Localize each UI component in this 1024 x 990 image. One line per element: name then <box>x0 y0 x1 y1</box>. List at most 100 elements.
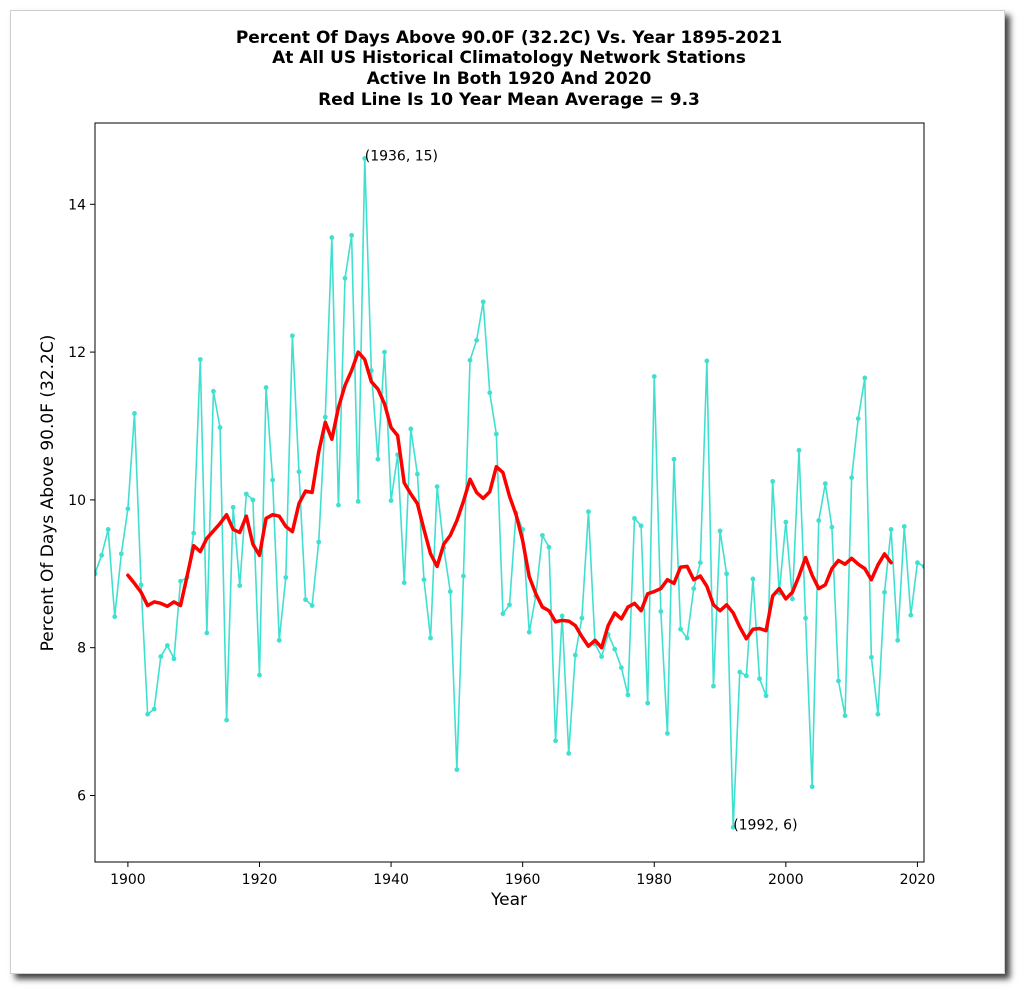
data-point <box>665 731 670 736</box>
data-point <box>151 706 157 712</box>
data-point <box>316 539 322 545</box>
data-point <box>915 560 920 566</box>
data-point <box>724 571 730 577</box>
x-tick-label: 1920 <box>242 872 278 888</box>
data-point <box>882 589 887 595</box>
data-point <box>382 349 387 355</box>
data-point <box>651 374 657 379</box>
title-line-4: Red Line Is 10 Year Mean Average = 9.3 <box>318 90 700 110</box>
data-point <box>95 571 98 577</box>
data-point <box>434 484 440 489</box>
data-point <box>638 523 644 529</box>
data-point <box>868 654 874 660</box>
x-tick-label: 2020 <box>900 872 936 888</box>
data-point <box>645 700 651 706</box>
data-point <box>500 611 506 617</box>
data-point <box>553 738 558 744</box>
data-point <box>618 665 624 671</box>
data-point <box>145 711 151 717</box>
data-point <box>474 337 479 343</box>
data-point <box>671 456 677 462</box>
data-point <box>566 750 572 756</box>
x-tick-label: 1900 <box>110 872 146 888</box>
data-point <box>349 232 354 238</box>
data-point <box>230 504 236 510</box>
data-point <box>289 333 295 339</box>
chart: Percent Of Days Above 90.0F (32.2C) Vs. … <box>38 28 935 910</box>
data-point <box>763 693 769 699</box>
data-point <box>625 692 631 698</box>
annotation-label: (1992, 6) <box>733 817 797 833</box>
data-point <box>401 580 407 586</box>
y-tick-label: 8 <box>77 641 86 657</box>
data-point <box>875 711 881 717</box>
data-point <box>507 602 512 608</box>
data-point <box>842 713 848 719</box>
data-point <box>487 390 493 396</box>
mean-line <box>126 350 893 650</box>
data-point <box>428 635 433 641</box>
data-point <box>197 357 203 362</box>
figure-frame: Percent Of Days Above 90.0F (32.2C) Vs. … <box>10 10 1005 974</box>
data-point <box>388 498 394 504</box>
data-point <box>796 447 802 453</box>
data-point <box>105 527 111 532</box>
x-axis: 1900 1920 1940 1960 1980 2000 2020 <box>110 862 935 888</box>
data-point <box>750 576 756 582</box>
data-point <box>322 414 328 420</box>
data-point <box>355 498 361 504</box>
data-point <box>283 575 289 580</box>
data-point <box>737 669 743 675</box>
data-point <box>132 411 137 416</box>
y-tick-label: 6 <box>77 788 86 804</box>
y-axis-label: Percent Of Days Above 90.0F (32.2C) <box>38 335 58 652</box>
data-point <box>632 515 637 521</box>
data-point <box>250 497 256 503</box>
data-point <box>375 456 381 462</box>
data-point <box>658 609 664 614</box>
data-point <box>414 471 420 477</box>
data-point <box>704 358 710 364</box>
data-point <box>204 630 210 636</box>
data-point <box>559 613 565 619</box>
data-point <box>408 426 414 432</box>
data-point <box>757 676 762 682</box>
data-point <box>99 552 104 558</box>
data-point <box>540 532 545 538</box>
data-point <box>362 156 368 161</box>
data-point <box>211 388 216 394</box>
title-line-2: At All US Historical Climatology Network… <box>272 48 746 68</box>
data-point <box>467 357 473 363</box>
data-point <box>276 637 282 643</box>
data-point <box>711 683 716 689</box>
data-point <box>783 519 789 525</box>
chart-title: Percent Of Days Above 90.0F (32.2C) Vs. … <box>236 28 782 110</box>
data-point <box>125 506 131 512</box>
data-point <box>717 528 723 534</box>
data-point <box>112 614 118 620</box>
data-point <box>770 479 776 484</box>
data-point <box>546 544 552 550</box>
annotation-label: (1936, 15) <box>365 148 438 164</box>
title-line-3: Active In Both 1920 And 2020 <box>367 69 652 89</box>
y-tick-label: 12 <box>68 345 86 361</box>
data-point <box>743 673 749 679</box>
x-tick-label: 1940 <box>373 872 409 888</box>
data-point <box>493 431 499 437</box>
data-point <box>612 646 618 652</box>
x-tick-label: 1960 <box>505 872 541 888</box>
data-point <box>164 643 170 648</box>
data-point <box>678 626 683 632</box>
data-point <box>178 578 183 584</box>
data-point <box>697 560 703 566</box>
data-point <box>237 583 243 589</box>
data-point <box>908 612 914 618</box>
annotations: (1936, 15) (1992, 6) <box>365 148 798 833</box>
data-point <box>816 518 822 523</box>
plot-area-border <box>94 122 925 863</box>
data-point <box>447 589 453 594</box>
data-point <box>691 586 697 591</box>
data-point <box>572 652 578 658</box>
data-point <box>862 375 868 381</box>
data-point <box>836 678 841 684</box>
